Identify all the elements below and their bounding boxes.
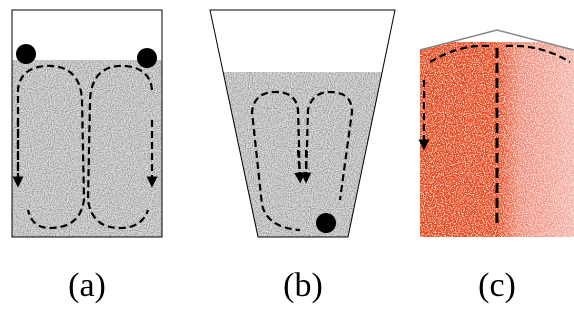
page: {"panels": [{"label": "(a)"}, {"label": … [0, 0, 574, 313]
panel-c [420, 30, 574, 237]
panel-label: (b) [283, 267, 323, 304]
panel-a [12, 10, 162, 237]
panel-b [200, 10, 400, 242]
panel-label: (a) [68, 267, 106, 304]
figure: (a) (b) (c) [0, 0, 574, 313]
panel-label: (c) [478, 267, 516, 304]
